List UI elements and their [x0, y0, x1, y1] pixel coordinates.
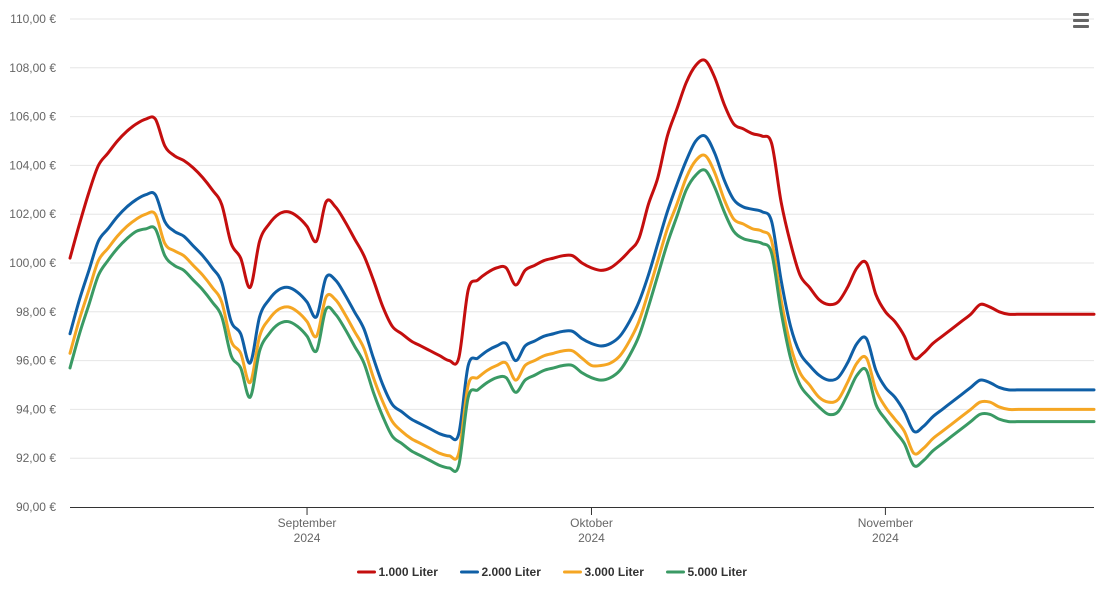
x-tick-label-year: 2024 — [578, 531, 605, 545]
legend-item[interactable]: 2.000 Liter — [460, 565, 542, 579]
series-line-2[interactable] — [68, 133, 1096, 442]
x-tick-label-year: 2024 — [872, 531, 899, 545]
legend-item[interactable]: 5.000 Liter — [666, 565, 748, 579]
y-tick-label: 98,00 € — [16, 305, 56, 319]
legend-item[interactable]: 1.000 Liter — [357, 565, 439, 579]
series-line-3[interactable] — [68, 153, 1096, 461]
y-tick-label: 92,00 € — [16, 451, 56, 465]
x-tick-label-year: 2024 — [294, 531, 321, 545]
x-tick-label-month: September — [278, 516, 337, 530]
y-tick-label: 108,00 € — [9, 61, 56, 75]
legend-label: 1.000 Liter — [379, 565, 439, 579]
legend[interactable]: 1.000 Liter 2.000 Liter 3.000 Liter 5.000 L… — [357, 565, 748, 579]
y-tick-label: 110,00 € — [10, 12, 56, 26]
y-tick-label: 100,00 € — [9, 256, 56, 270]
x-tick-label-month: November — [858, 516, 913, 530]
y-tick-label: 104,00 € — [9, 158, 56, 172]
y-tick-label: 94,00 € — [16, 402, 56, 416]
grid-lines — [70, 18, 1094, 459]
series-line-4[interactable] — [68, 168, 1096, 473]
y-tick-label: 90,00 € — [16, 500, 56, 514]
series-line-1[interactable] — [68, 58, 1096, 366]
y-tick-label: 106,00 € — [9, 110, 56, 124]
legend-label: 2.000 Liter — [482, 565, 542, 579]
legend-item[interactable]: 3.000 Liter — [563, 565, 645, 579]
y-tick-label: 102,00 € — [9, 207, 56, 221]
hamburger-menu-icon[interactable] — [1069, 10, 1093, 32]
legend-label: 5.000 Liter — [688, 565, 748, 579]
legend-label: 3.000 Liter — [585, 565, 645, 579]
series-lines — [68, 58, 1096, 473]
y-tick-label: 96,00 € — [16, 354, 56, 368]
x-tick-label-month: Oktober — [570, 516, 613, 530]
y-axis: 90,00 € 92,00 € 94,00 € 96,00 € 98,00 € 100,0… — [9, 12, 56, 514]
